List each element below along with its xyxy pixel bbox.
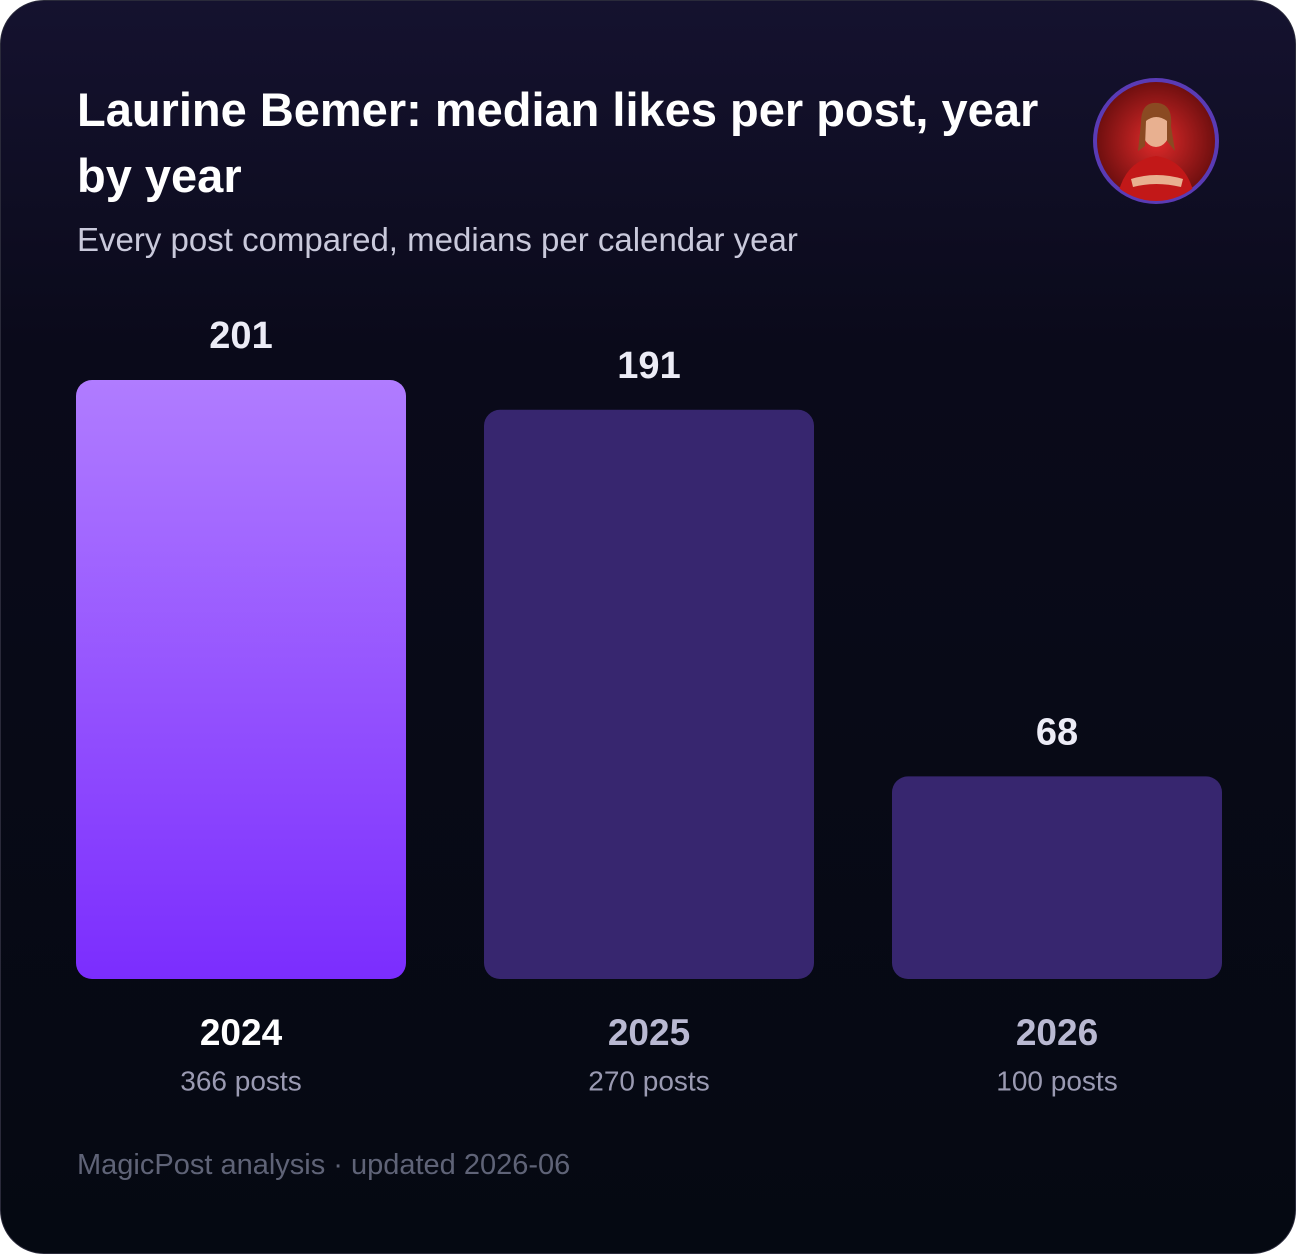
avatar [1093, 78, 1219, 204]
x-tick-label: 2026 [1016, 1012, 1098, 1053]
bar [76, 380, 406, 979]
bar [892, 776, 1222, 979]
footer: MagicPost analysis · updated 2026-06 [77, 1149, 571, 1181]
value-label: 191 [617, 345, 680, 387]
x-tick-label: 2024 [200, 1012, 283, 1053]
post-count: 270 posts [588, 1065, 709, 1096]
bar [484, 409, 814, 979]
value-label: 68 [1036, 711, 1078, 753]
post-count: 100 posts [996, 1065, 1117, 1096]
post-count: 366 posts [180, 1065, 301, 1096]
chart-title: Laurine Bemer: median likes per post, ye… [77, 83, 1039, 202]
value-label: 201 [209, 315, 272, 357]
x-tick-label: 2025 [608, 1012, 690, 1053]
chart-subtitle: Every post compared, medians per calenda… [77, 221, 798, 258]
